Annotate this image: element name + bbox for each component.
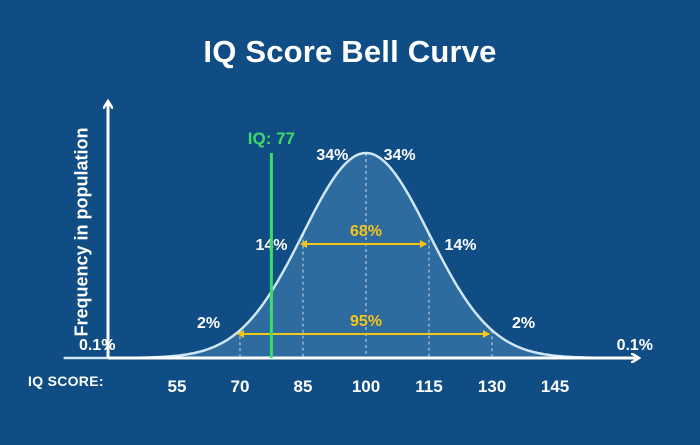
x-tick-label: 55 [168, 377, 187, 396]
band-percentage-label: 0.1% [79, 337, 115, 354]
band-percentage-label: 2% [512, 315, 535, 332]
band-percentage-label: 2% [197, 315, 220, 332]
chart-title: IQ Score Bell Curve [203, 34, 497, 69]
x-tick-label: 70 [231, 377, 250, 396]
x-tick-label: 115 [415, 377, 442, 396]
x-tick-label: 85 [294, 377, 313, 396]
band-percentage-label: 34% [316, 147, 348, 164]
band-percentage-label: 34% [384, 147, 416, 164]
iq-marker-label: IQ: 77 [248, 129, 295, 148]
x-axis-label: IQ SCORE: [28, 373, 104, 389]
range-percentage-label: 68% [350, 223, 382, 240]
bell-curve-area [63, 153, 631, 358]
x-tick-label: 145 [541, 377, 569, 396]
x-tick-label: 130 [478, 377, 506, 396]
band-percentage-label: 0.1% [617, 337, 653, 354]
x-tick-label: 100 [352, 377, 380, 396]
band-percentage-label: 14% [444, 237, 476, 254]
range-percentage-label: 95% [350, 313, 382, 330]
